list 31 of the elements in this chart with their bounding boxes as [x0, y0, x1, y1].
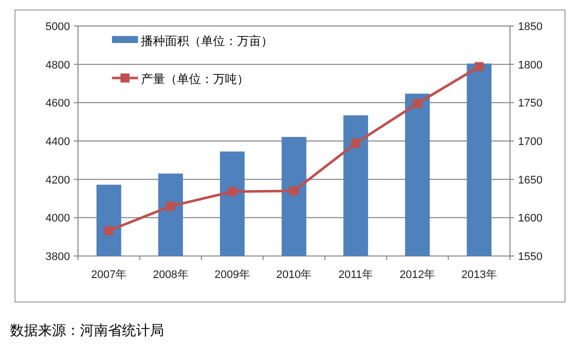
x-tick-label: 2008年 — [152, 269, 188, 281]
point — [290, 186, 298, 196]
y2-tick-label: 1650 — [518, 174, 542, 186]
y2-tick-label: 1550 — [518, 251, 542, 263]
x-tick-label: 2007年 — [91, 269, 127, 281]
x-tick-label: 2012年 — [400, 269, 436, 281]
y-tick-label: 4600 — [46, 98, 70, 110]
y-tick-label: 4400 — [46, 136, 70, 148]
y2-tick-label: 1800 — [518, 59, 542, 72]
y-tick-label: 3800 — [46, 251, 70, 263]
x-tick-label: 2013年 — [461, 269, 497, 281]
y2-tick-label: 1850 — [518, 21, 542, 33]
legend-label: 产量（单位：万吨） — [141, 72, 249, 86]
legend-label: 播种面积（单位：万亩） — [141, 34, 273, 48]
y-tick-label: 4800 — [46, 59, 70, 72]
x-tick-label: 2011年 — [338, 269, 374, 281]
point — [228, 187, 237, 196]
point — [351, 138, 360, 148]
y2-tick-label: 1600 — [518, 212, 542, 225]
point — [412, 98, 422, 108]
y-tick-label: 4200 — [46, 174, 70, 186]
x-tick-label: 2009年 — [214, 269, 250, 281]
point — [166, 202, 176, 211]
y2-tick-label: 1750 — [518, 98, 542, 110]
y-tick-label: 4000 — [46, 212, 70, 225]
source-note: 数据来源：河南省统计局 — [10, 322, 164, 338]
x-tick-label: 2010年 — [276, 269, 312, 281]
point — [104, 226, 114, 236]
point — [474, 62, 484, 72]
y-tick-label: 5000 — [46, 21, 70, 33]
y2-tick-label: 1700 — [518, 136, 542, 148]
